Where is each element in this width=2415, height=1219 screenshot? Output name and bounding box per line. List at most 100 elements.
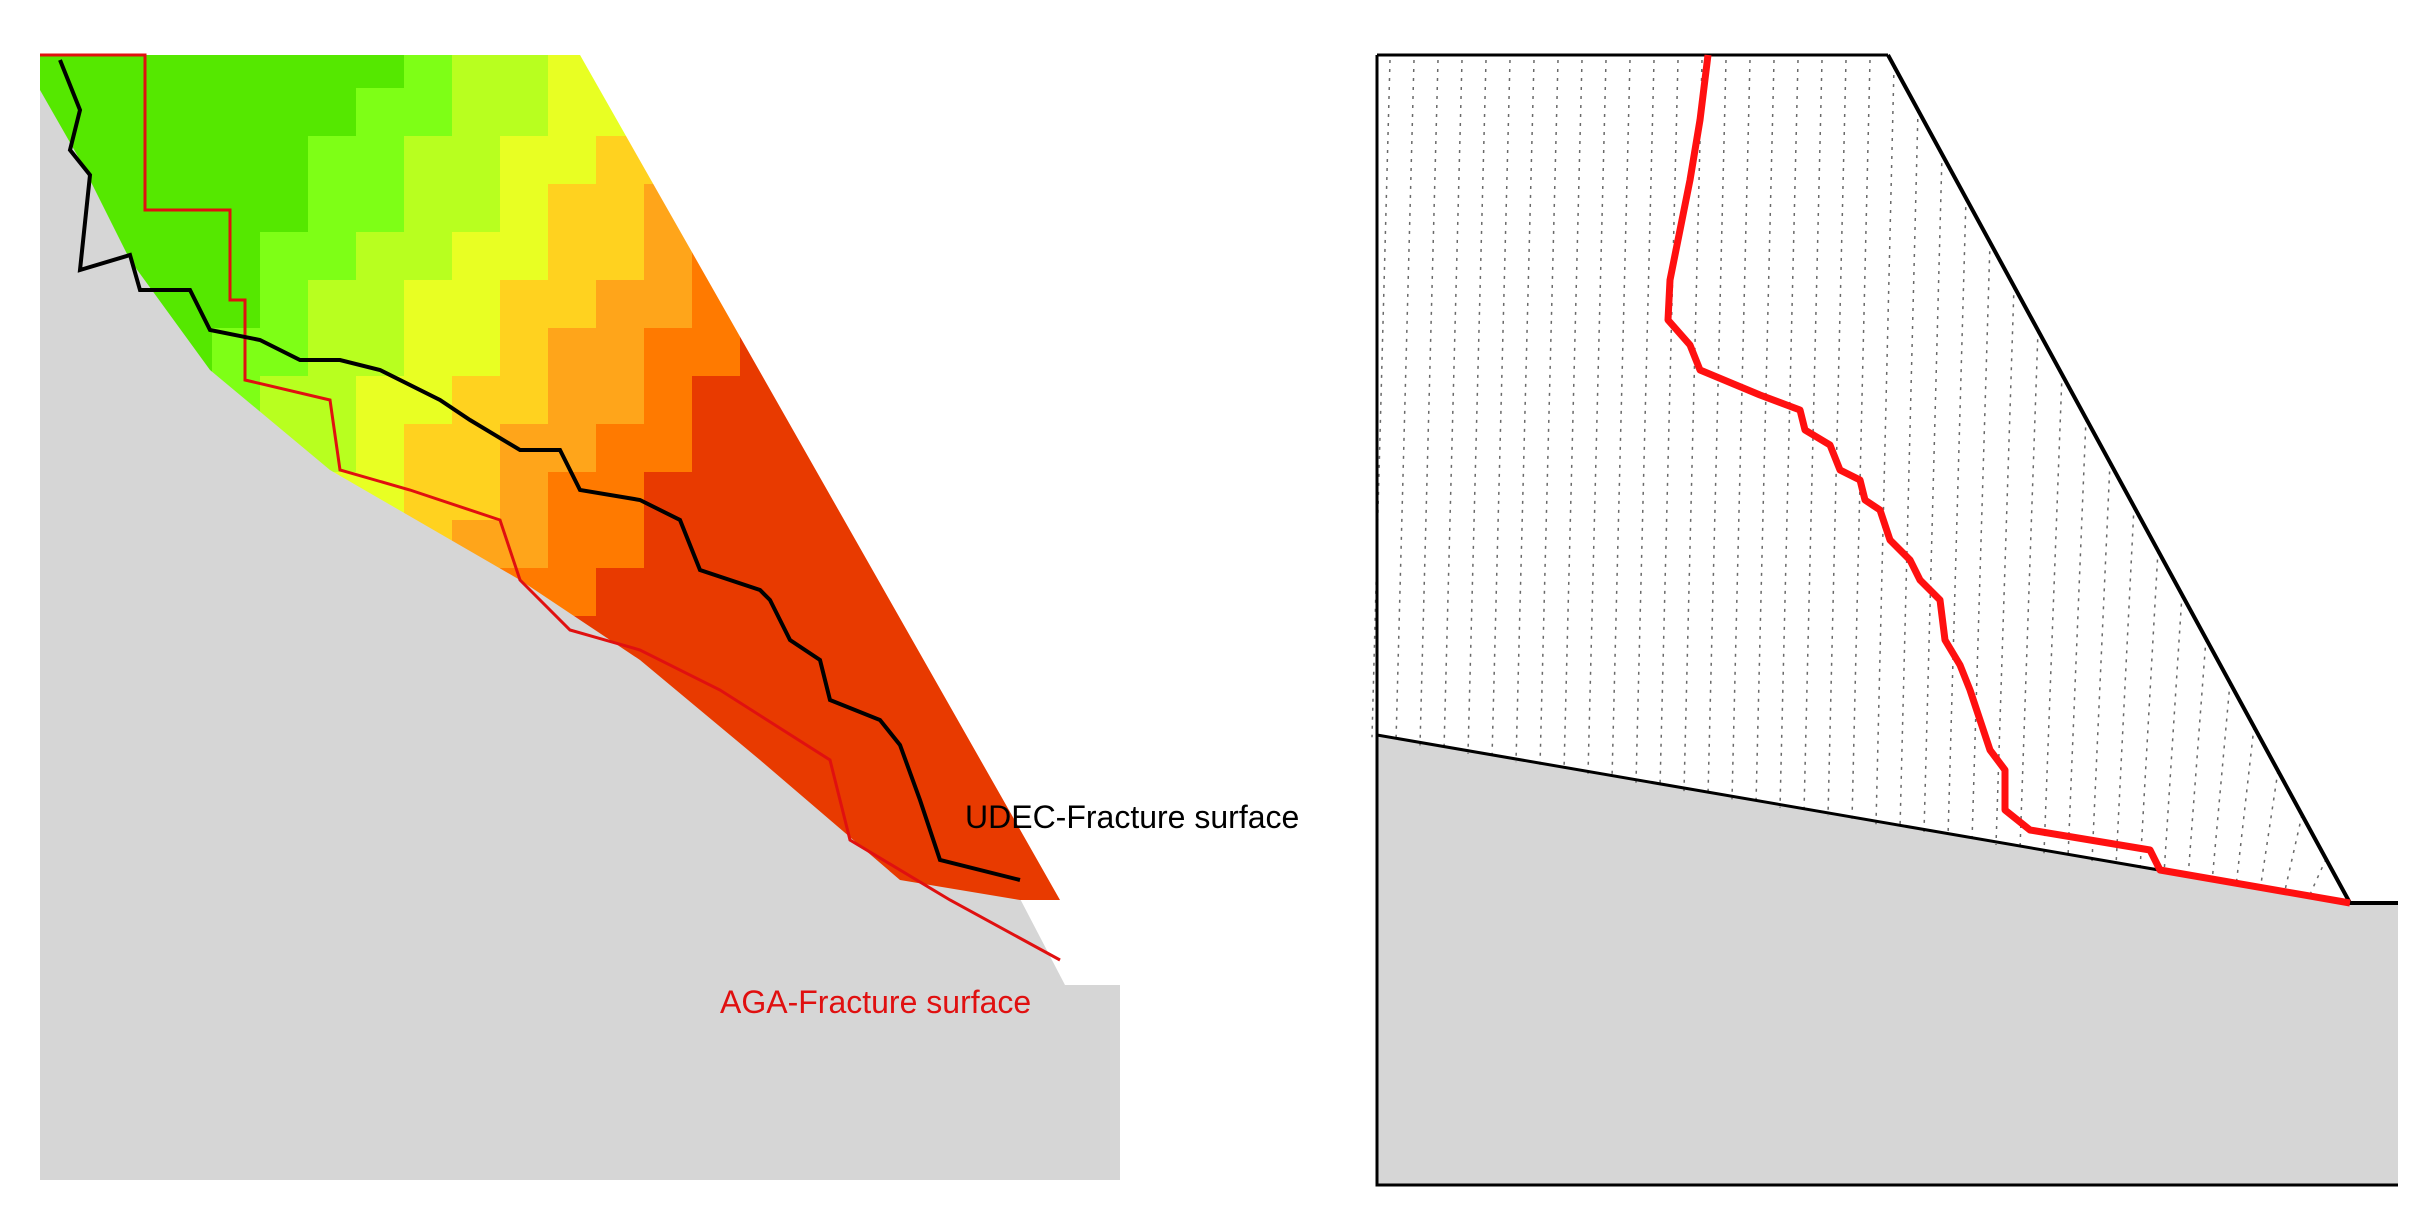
contour-cell — [548, 55, 596, 88]
contour-cell — [932, 232, 980, 280]
contour-cell — [644, 184, 692, 232]
contour-cell — [452, 88, 500, 136]
left-boundary-line — [1375, 55, 2398, 1187]
joint-line — [2187, 638, 2207, 879]
contour-cell — [836, 184, 884, 232]
joint-line — [1851, 59, 1871, 821]
contour-cell — [1076, 376, 1124, 424]
contour-cell — [452, 280, 500, 328]
contour-cell — [836, 424, 884, 472]
contour-cell — [788, 568, 836, 616]
contour-cell — [356, 184, 404, 232]
contour-cell — [596, 136, 644, 184]
contour-cell — [596, 568, 644, 616]
contour-cell — [260, 280, 308, 328]
joint-line — [1659, 59, 1679, 787]
contour-cell — [164, 232, 212, 280]
contour-cell — [788, 184, 836, 232]
contour-cell — [596, 424, 644, 472]
slope-body — [1377, 55, 2350, 903]
contour-cell — [788, 376, 836, 424]
contour-cell — [500, 280, 548, 328]
contour-cell — [980, 88, 1028, 136]
contour-cell — [548, 280, 596, 328]
contour-cell — [596, 328, 644, 376]
contour-cell — [740, 664, 788, 712]
contour-cell — [932, 88, 980, 136]
contour-cell — [932, 328, 980, 376]
contour-cell — [548, 472, 596, 520]
contour-cell — [1028, 856, 1060, 900]
contour-cell — [548, 376, 596, 424]
contour-cell — [308, 136, 356, 184]
contour-cell — [1076, 904, 1124, 952]
contour-cell — [308, 88, 356, 136]
contour-cell — [1028, 280, 1060, 328]
contour-cell — [452, 376, 500, 424]
contour-cell — [980, 712, 1028, 760]
contour-cell — [980, 328, 1028, 376]
contour-cell — [1028, 376, 1060, 424]
contour-cell — [548, 136, 596, 184]
contour-cell — [548, 520, 596, 568]
joint-line — [1947, 198, 1967, 837]
contour-cell — [548, 328, 596, 376]
contour-cell — [308, 232, 356, 280]
contour-cell — [596, 280, 644, 328]
contour-cell — [452, 136, 500, 184]
contour-cell — [836, 328, 884, 376]
left-slope-panel: UDEC-Fracture surface AGA-Fracture surfa… — [40, 53, 1299, 1180]
contour-cell — [1076, 856, 1124, 904]
contour-cell — [1028, 328, 1060, 376]
contour-cell — [644, 55, 692, 88]
contour-cell — [740, 424, 788, 472]
contour-cell — [1028, 616, 1060, 664]
joint-line — [2115, 506, 2135, 866]
contour-cell — [836, 760, 884, 808]
contour-cell — [356, 88, 404, 136]
contour-cell — [164, 88, 212, 136]
contour-cell — [500, 232, 548, 280]
contour-cell — [932, 520, 980, 568]
joint-line — [1443, 59, 1463, 750]
contour-cell — [836, 136, 884, 184]
contour-cell — [644, 280, 692, 328]
contour-cell — [836, 376, 884, 424]
contour-cell — [884, 328, 932, 376]
contour-cell — [500, 376, 548, 424]
contour-cell — [740, 232, 788, 280]
joint-line — [2259, 770, 2279, 891]
contour-cell — [404, 424, 452, 472]
contour-cell — [884, 184, 932, 232]
contour-cell — [644, 136, 692, 184]
contour-cell — [644, 424, 692, 472]
contour-cell — [404, 136, 452, 184]
contour-cell — [884, 520, 932, 568]
contour-cell — [356, 136, 404, 184]
contour-cell — [932, 184, 980, 232]
contour-cell — [356, 232, 404, 280]
contour-cell — [1028, 520, 1060, 568]
contour-cell — [788, 136, 836, 184]
contour-cell — [500, 136, 548, 184]
aga-fracture-line — [40, 53, 1061, 962]
contour-cell — [452, 424, 500, 472]
contour-cell — [404, 328, 452, 376]
joint-line — [1539, 59, 1559, 767]
contour-cell — [740, 184, 788, 232]
joint-line — [1395, 59, 1415, 742]
contour-cell — [788, 472, 836, 520]
contour-cell — [1076, 184, 1124, 232]
contour-cell — [404, 232, 452, 280]
contour-cell — [788, 520, 836, 568]
contour-cell — [308, 55, 356, 88]
contour-cell — [1028, 55, 1060, 88]
contour-cell — [1076, 664, 1124, 712]
contour-cell — [836, 616, 884, 664]
contour-cell — [692, 184, 740, 232]
contour-cell — [500, 88, 548, 136]
contour-cell — [932, 55, 980, 88]
contour-cell — [932, 472, 980, 520]
contour-cell — [260, 376, 308, 424]
contour-cell — [404, 55, 452, 88]
